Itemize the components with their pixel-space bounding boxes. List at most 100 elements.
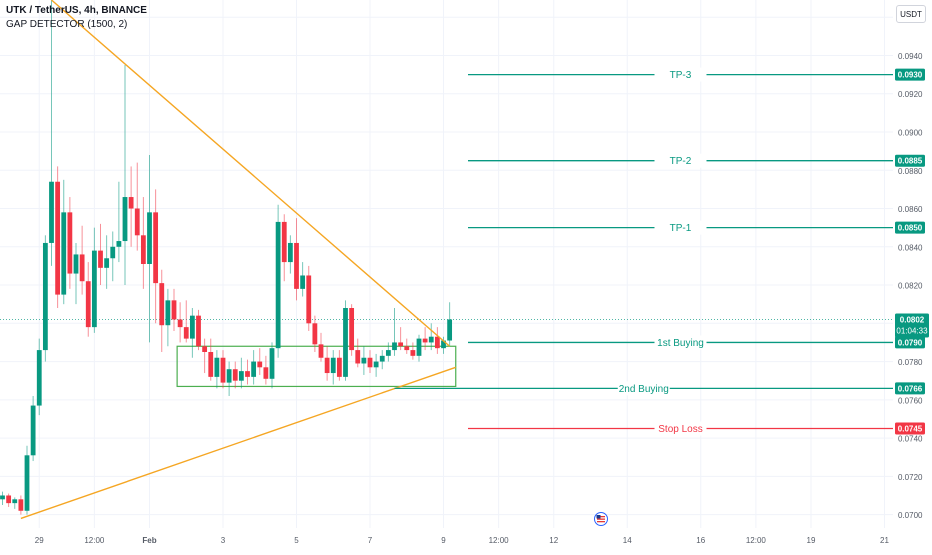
y-tick-label: 0.0920 bbox=[898, 90, 923, 99]
candle-body bbox=[202, 346, 208, 352]
level-label: TP-3 bbox=[670, 70, 692, 81]
candle-body bbox=[324, 357, 330, 374]
y-tick-label: 0.0860 bbox=[898, 205, 923, 214]
candle-body bbox=[0, 495, 5, 500]
level-label: TP-1 bbox=[670, 223, 692, 234]
candle-body bbox=[226, 369, 232, 383]
candle-body bbox=[36, 350, 42, 406]
level-price-tag bbox=[895, 422, 925, 435]
candle-body bbox=[79, 254, 85, 282]
candle-body bbox=[183, 327, 189, 339]
x-tick-label: 16 bbox=[696, 536, 705, 545]
level-price-tag-text: 0.0790 bbox=[898, 338, 923, 347]
price-axis-bg bbox=[893, 0, 932, 550]
candle-body bbox=[349, 308, 355, 351]
y-tick-label: 0.0820 bbox=[898, 282, 923, 291]
candle-body bbox=[110, 246, 116, 259]
symbol-title[interactable]: UTK / TetherUS, 4h, BINANCE bbox=[6, 5, 147, 16]
candle-body bbox=[434, 336, 440, 349]
level-price-tag bbox=[895, 336, 925, 349]
candle-body bbox=[275, 221, 281, 349]
last-price-tag bbox=[895, 313, 929, 338]
candle-body bbox=[336, 357, 342, 377]
x-tick-label: Feb bbox=[142, 536, 156, 545]
last-price-text: 0.0802 bbox=[900, 315, 925, 324]
candle-body bbox=[330, 357, 336, 374]
level-price-tag-text: 0.0885 bbox=[898, 157, 923, 166]
indicator-label[interactable]: GAP DETECTOR (1500, 2) bbox=[6, 19, 128, 30]
candle-body bbox=[312, 323, 318, 345]
y-tick-label: 0.0780 bbox=[898, 358, 923, 367]
candle-body bbox=[24, 455, 30, 511]
candle-body bbox=[159, 283, 165, 326]
candle-body bbox=[263, 367, 269, 379]
flag-stripe bbox=[597, 518, 605, 520]
candle-body bbox=[30, 405, 36, 456]
x-tick-label: 29 bbox=[35, 536, 44, 545]
candle-body bbox=[355, 350, 361, 364]
candle-body bbox=[269, 348, 275, 379]
candle-body bbox=[379, 355, 385, 362]
x-tick-label: 14 bbox=[623, 536, 632, 545]
x-tick-label: 19 bbox=[807, 536, 816, 545]
candle-body bbox=[220, 357, 226, 383]
level-label-bg bbox=[654, 67, 707, 82]
level-label: Stop Loss bbox=[658, 424, 702, 435]
level-label: 2nd Buying bbox=[619, 384, 669, 395]
candle-body bbox=[367, 357, 373, 368]
currency-button[interactable]: USDT bbox=[896, 5, 926, 23]
candle-body bbox=[238, 371, 244, 381]
x-tick-label: 7 bbox=[368, 536, 373, 545]
level-label-bg bbox=[617, 381, 670, 396]
level-label-bg bbox=[654, 421, 707, 436]
candle-body bbox=[55, 181, 61, 295]
candle-body bbox=[287, 242, 293, 263]
candle-body bbox=[257, 361, 263, 368]
level-label-bg bbox=[654, 220, 707, 235]
candle-body bbox=[306, 275, 312, 324]
level-price-tag bbox=[895, 68, 925, 81]
candle-body bbox=[61, 212, 67, 295]
candle-body bbox=[318, 344, 324, 358]
candle-body bbox=[281, 221, 287, 263]
triangle-lower-trendline bbox=[20, 366, 456, 520]
level-price-tag bbox=[895, 221, 925, 234]
candle-body bbox=[98, 250, 103, 268]
x-tick-label: 5 bbox=[294, 536, 299, 545]
candle-body bbox=[104, 258, 110, 268]
candle-body bbox=[422, 338, 428, 343]
candle-body bbox=[189, 315, 195, 339]
candle-body bbox=[392, 342, 397, 351]
candle-body bbox=[18, 499, 24, 511]
level-price-tag-text: 0.0745 bbox=[898, 425, 923, 434]
candle-body bbox=[416, 338, 422, 356]
y-tick-label: 0.0700 bbox=[898, 511, 923, 520]
countdown-text: 01:04:33 bbox=[896, 326, 928, 335]
x-tick-label: 12 bbox=[549, 536, 558, 545]
candle-body bbox=[42, 242, 48, 351]
candle-body bbox=[441, 340, 446, 349]
candle-body bbox=[140, 235, 146, 264]
candle-body bbox=[196, 315, 201, 347]
candle-body bbox=[428, 336, 434, 343]
candle-body bbox=[153, 212, 159, 284]
triangle-upper-trendline bbox=[51, 0, 451, 347]
flag-stripe bbox=[597, 516, 605, 518]
candle-body bbox=[294, 242, 299, 289]
candle-body bbox=[300, 275, 306, 289]
y-tick-label: 0.0940 bbox=[898, 52, 923, 61]
candle-body bbox=[128, 197, 134, 209]
level-label: TP-2 bbox=[670, 156, 692, 167]
candle-body bbox=[245, 371, 250, 377]
level-price-tag bbox=[895, 154, 925, 167]
y-tick-label: 0.0840 bbox=[898, 243, 923, 252]
candle-body bbox=[85, 281, 91, 328]
x-tick-label: 9 bbox=[441, 536, 446, 545]
level-price-tag-text: 0.0850 bbox=[898, 224, 923, 233]
x-tick-label: 12:00 bbox=[746, 536, 767, 545]
x-tick-label: 12:00 bbox=[84, 536, 105, 545]
candle-body bbox=[208, 352, 214, 377]
level-price-tag-text: 0.0930 bbox=[898, 71, 923, 80]
